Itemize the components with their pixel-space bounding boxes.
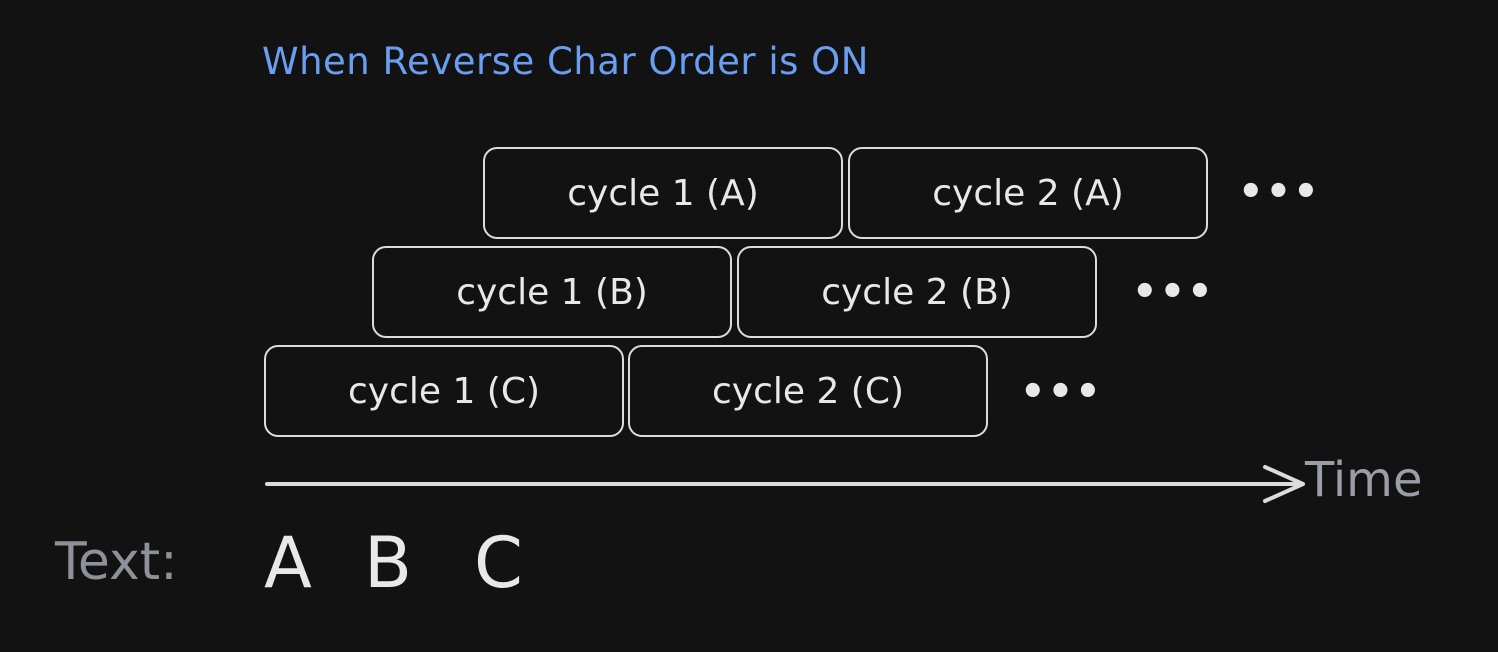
cycle-box-1-b: cycle 1 (B)	[372, 246, 732, 338]
time-axis-arrow	[265, 465, 1305, 503]
cycle-box-1-c: cycle 1 (C)	[264, 345, 624, 437]
cycle-box-2-c: cycle 2 (C)	[628, 345, 988, 437]
text-char-a: A	[264, 522, 312, 604]
text-char-b: B	[364, 522, 413, 604]
diagram-title: When Reverse Char Order is ON	[262, 40, 869, 83]
cycle-box-2-a: cycle 2 (A)	[848, 147, 1208, 239]
cycle-box-1-a: cycle 1 (A)	[483, 147, 843, 239]
row-a-ellipsis: •••	[1238, 169, 1321, 215]
row-c-ellipsis: •••	[1020, 369, 1103, 415]
time-axis-label: Time	[1305, 452, 1423, 508]
cycle-box-2-b: cycle 2 (B)	[737, 246, 1097, 338]
text-char-c: C	[474, 522, 523, 604]
text-label: Text:	[55, 532, 178, 592]
row-b-ellipsis: •••	[1132, 269, 1215, 315]
